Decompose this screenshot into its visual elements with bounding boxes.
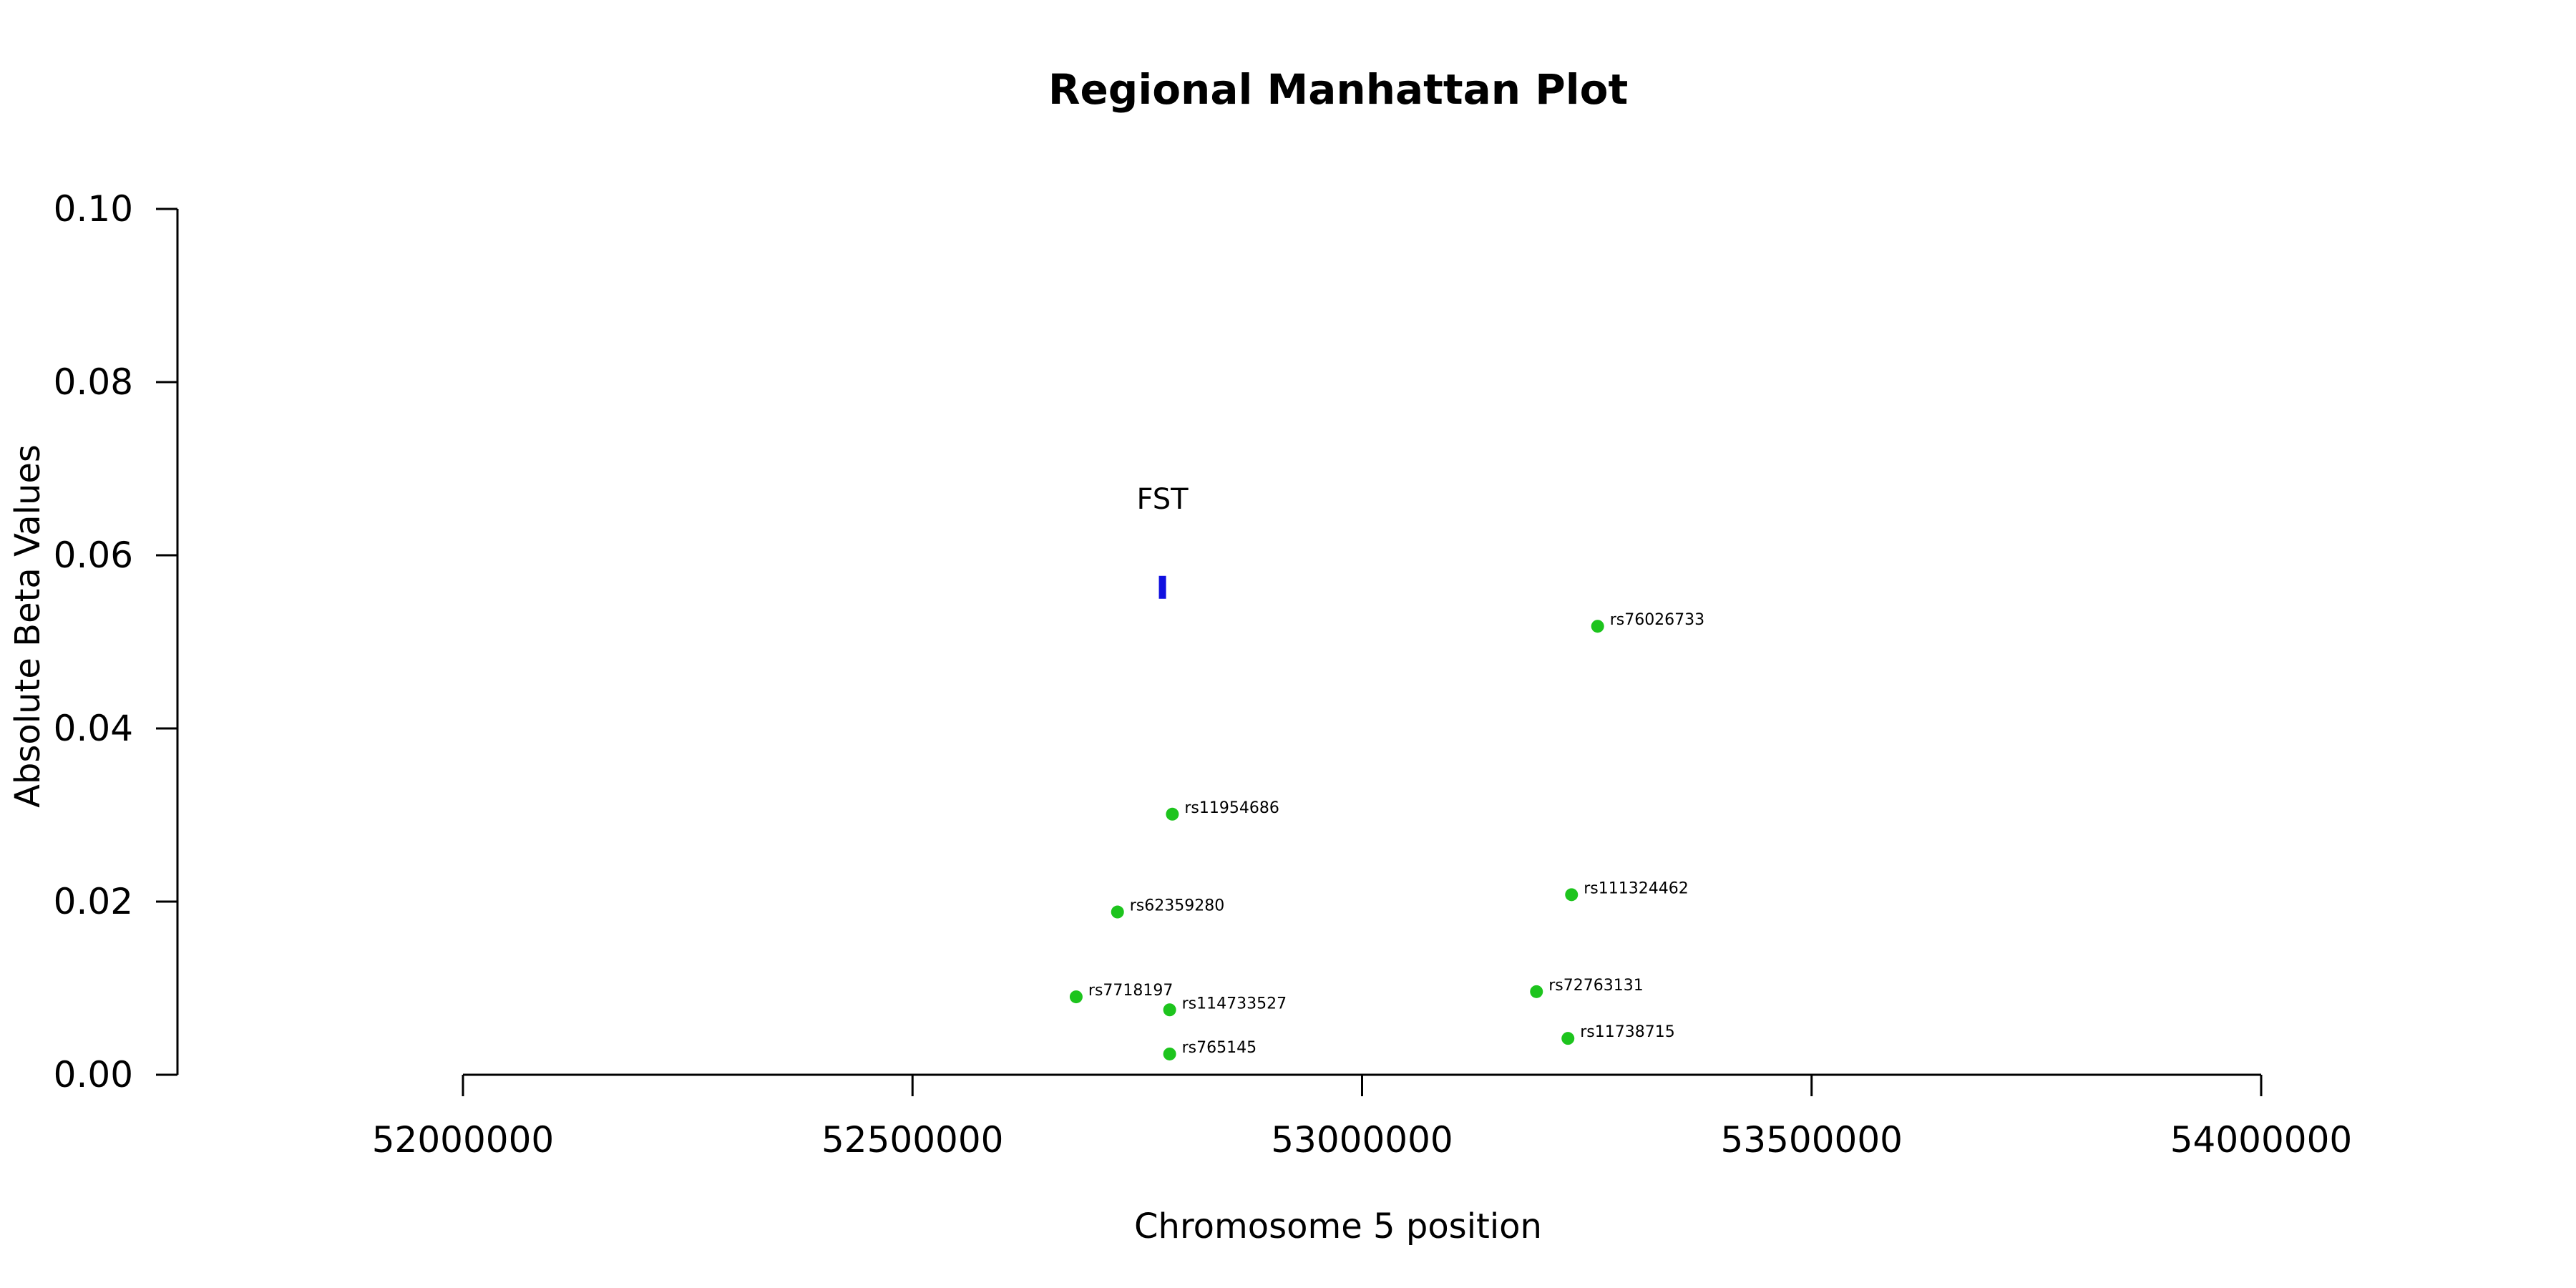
y-axis-ticks: 0.00 0.02 0.04 0.06 0.08 0.10: [54, 188, 177, 1096]
snp-label: rs11738715: [1580, 1023, 1674, 1041]
x-tick-label: 54000000: [2170, 1119, 2353, 1161]
y-tick-label: 0.08: [54, 361, 133, 403]
y-tick-label: 0.00: [54, 1054, 133, 1096]
snp-label: rs111324462: [1584, 879, 1688, 897]
snp-point: [1565, 888, 1579, 902]
y-axis-label: Absolute Beta Values: [8, 444, 48, 808]
snp-label: rs62359280: [1130, 897, 1224, 915]
x-axis-ticks: 52000000 52500000 53000000 53500000 54000000: [372, 1075, 2353, 1161]
y-tick-label: 0.10: [54, 188, 133, 230]
y-tick-label: 0.06: [54, 535, 133, 576]
y-tick-label: 0.02: [54, 881, 133, 922]
x-tick-label: 53500000: [1721, 1119, 1903, 1161]
snp-point: [1163, 1047, 1176, 1060]
fst-marker: [1158, 575, 1166, 599]
marker-layer: FST: [1136, 483, 1189, 599]
snp-label: rs72763131: [1548, 977, 1643, 995]
snp-point: [1069, 990, 1083, 1004]
snp-label: rs765145: [1182, 1039, 1257, 1057]
snp-point: [1591, 620, 1604, 633]
y-tick-label: 0.04: [54, 708, 133, 749]
snp-label: rs11954686: [1184, 799, 1279, 817]
snp-point: [1166, 807, 1179, 821]
point-layer: rs76026733 rs11954686 rs111324462 rs6235928…: [1069, 611, 1704, 1060]
fst-marker-label: FST: [1136, 483, 1189, 516]
x-tick-label: 53000000: [1271, 1119, 1453, 1161]
x-axis-label: Chromosome 5 position: [1134, 1206, 1542, 1246]
x-tick-label: 52500000: [821, 1119, 1004, 1161]
snp-label: rs7718197: [1088, 982, 1174, 1000]
snp-point: [1163, 1003, 1176, 1017]
chart-title: Regional Manhattan Plot: [1048, 65, 1628, 114]
snp-label: rs114733527: [1182, 995, 1287, 1013]
snp-point: [1111, 905, 1124, 919]
snp-point: [1530, 985, 1543, 998]
x-tick-label: 52000000: [372, 1119, 555, 1161]
snp-label: rs76026733: [1610, 611, 1704, 629]
snp-point: [1561, 1032, 1575, 1045]
